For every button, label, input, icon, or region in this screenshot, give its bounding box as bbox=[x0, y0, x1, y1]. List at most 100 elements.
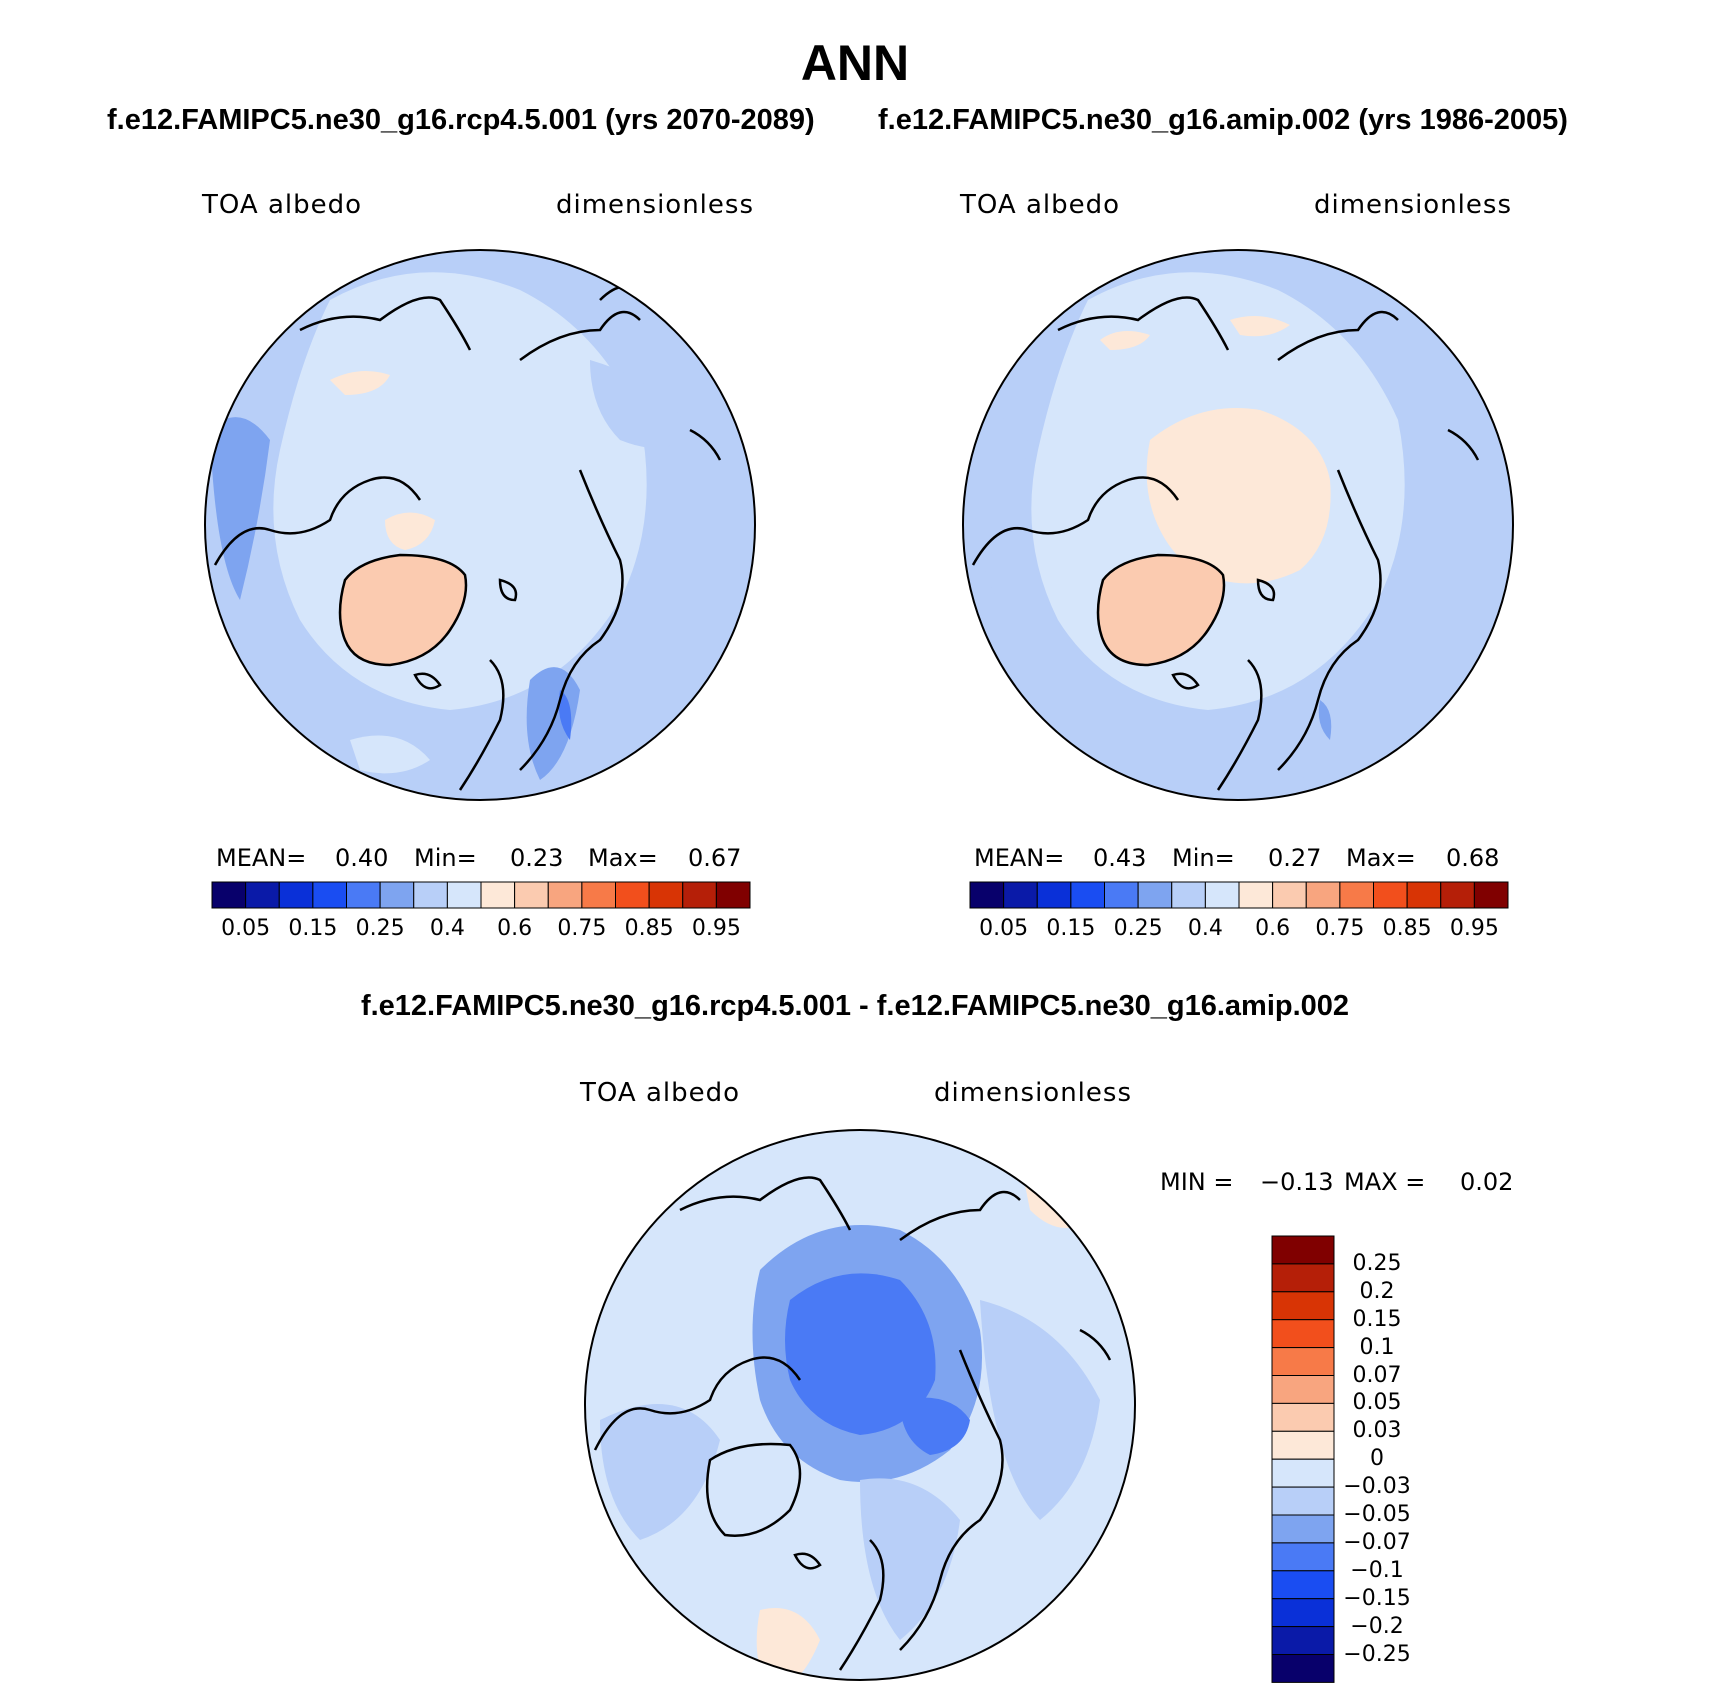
panel-2-colorbar-box bbox=[1440, 881, 1475, 909]
difference-colorbar-tick-label: −0.2 bbox=[1350, 1613, 1404, 1639]
panel-1-colorbar-box bbox=[446, 881, 482, 909]
difference-colorbar-box bbox=[1271, 1375, 1335, 1404]
difference-colorbar-box bbox=[1271, 1235, 1335, 1265]
panel-1-colorbar-box bbox=[413, 881, 448, 909]
panel-2-colorbar-tick-label: 0.95 bbox=[1449, 916, 1499, 941]
difference-colorbar-box bbox=[1271, 1347, 1335, 1376]
panel-2-colorbar-box bbox=[1305, 881, 1341, 909]
difference-colorbar-tick-label: 0.05 bbox=[1352, 1390, 1402, 1416]
panel-1-min-label: Min= bbox=[414, 844, 477, 872]
difference-colorbar-box bbox=[1271, 1570, 1335, 1600]
difference-colorbar-tick-label: 0.25 bbox=[1352, 1250, 1402, 1276]
panel-1-colorbar-box bbox=[346, 881, 381, 909]
panel-1-variable-label: TOA albedo bbox=[202, 190, 363, 220]
difference-units-label: dimensionless bbox=[934, 1078, 1132, 1108]
panel-1-mean-value: 0.40 bbox=[335, 844, 389, 872]
panel-1-colorbar-box bbox=[682, 881, 717, 909]
difference-colorbar-box bbox=[1271, 1263, 1335, 1293]
difference-colorbar-tick-label: −0.07 bbox=[1343, 1529, 1411, 1555]
difference-colorbar-tick-label: 0.03 bbox=[1352, 1418, 1402, 1444]
panel-1-colorbar-box bbox=[615, 881, 650, 909]
difference-colorbar-box bbox=[1271, 1514, 1335, 1544]
difference-colorbar-tick-label: −0.1 bbox=[1350, 1557, 1404, 1583]
panel-2-units-label: dimensionless bbox=[1314, 190, 1512, 220]
panel-2-colorbar-box bbox=[1104, 881, 1139, 909]
panel-1-colorbar-tick-label: 0.6 bbox=[497, 916, 533, 941]
panel-2-variable-label: TOA albedo bbox=[960, 190, 1121, 220]
panel-2-colorbar-box bbox=[1036, 881, 1072, 909]
panel-1-colorbar-box bbox=[715, 881, 751, 909]
panel-1-colorbar-tick-label: 0.05 bbox=[221, 916, 271, 941]
panel-2-min-value: 0.27 bbox=[1268, 844, 1322, 872]
panel-2-colorbar-tick-label: 0.4 bbox=[1187, 916, 1223, 941]
difference-colorbar-box bbox=[1271, 1291, 1335, 1321]
difference-colorbar-box bbox=[1271, 1458, 1335, 1488]
panel-1-colorbar-box bbox=[278, 881, 314, 909]
panel-2-max-label: Max= bbox=[1346, 844, 1416, 872]
panel-1-colorbar bbox=[211, 881, 751, 909]
panel-1-map bbox=[204, 249, 756, 801]
panel-2-colorbar-tick-label: 0.25 bbox=[1113, 916, 1163, 941]
panel-2-colorbar-tick-label: 0.85 bbox=[1382, 916, 1432, 941]
panel-1-colorbar-box bbox=[480, 881, 516, 909]
panel-2-colorbar-box bbox=[1204, 881, 1240, 909]
difference-colorbar-box bbox=[1271, 1402, 1335, 1432]
difference-colorbar-box bbox=[1271, 1486, 1335, 1516]
difference-title: f.e12.FAMIPC5.ne30_g16.rcp4.5.001 - f.e1… bbox=[360, 990, 1350, 1022]
panel-2-colorbar-box bbox=[969, 881, 1005, 909]
difference-variable-label: TOA albedo bbox=[580, 1078, 741, 1108]
difference-colorbar bbox=[1271, 1235, 1335, 1683]
panel-1-colorbar-tick-label: 0.4 bbox=[429, 916, 465, 941]
difference-colorbar-tick-label: 0.1 bbox=[1359, 1334, 1395, 1360]
panel-1-colorbar-tick-label: 0.15 bbox=[288, 916, 338, 941]
panel-2-colorbar-tick-label: 0.75 bbox=[1315, 916, 1365, 941]
panel-2-colorbar-tick-label: 0.15 bbox=[1046, 916, 1096, 941]
panel-2-colorbar-box bbox=[1238, 881, 1274, 909]
panel-2-colorbar-box bbox=[1373, 881, 1408, 909]
difference-colorbar-tick-label: −0.15 bbox=[1343, 1585, 1411, 1611]
panel-1-colorbar-tick-label: 0.95 bbox=[691, 916, 741, 941]
panel-1-units-label: dimensionless bbox=[556, 190, 754, 220]
panel-1-colorbar-box bbox=[312, 881, 347, 909]
difference-colorbar-box bbox=[1271, 1430, 1335, 1460]
difference-colorbar-box bbox=[1271, 1626, 1335, 1655]
difference-max-value: 0.02 bbox=[1460, 1168, 1514, 1196]
panel-1-colorbar-box bbox=[245, 881, 280, 909]
difference-min-label: MIN = bbox=[1160, 1168, 1234, 1196]
panel-1-max-label: Max= bbox=[588, 844, 658, 872]
panel-2-map bbox=[962, 249, 1514, 801]
difference-map bbox=[584, 1129, 1136, 1681]
difference-colorbar-box bbox=[1271, 1542, 1335, 1572]
panel-1-mean-label: MEAN= bbox=[216, 844, 307, 872]
panel-2-colorbar-box bbox=[1272, 881, 1307, 909]
panel-2-mean-label: MEAN= bbox=[974, 844, 1065, 872]
difference-colorbar-box bbox=[1271, 1319, 1335, 1349]
panel-1-case-title: f.e12.FAMIPC5.ne30_g16.rcp4.5.001 (yrs 2… bbox=[107, 104, 815, 136]
panel-1-colorbar-box bbox=[514, 881, 549, 909]
panel-2-colorbar-tick-label: 0.6 bbox=[1255, 916, 1291, 941]
panel-1-colorbar-box bbox=[648, 881, 684, 909]
difference-colorbar-tick-label: −0.03 bbox=[1343, 1474, 1411, 1500]
panel-2-colorbar-box bbox=[1137, 881, 1173, 909]
panel-1-colorbar-box bbox=[211, 881, 247, 909]
difference-colorbar-tick-label: 0.07 bbox=[1352, 1362, 1402, 1388]
panel-1-colorbar-box bbox=[379, 881, 415, 909]
panel-2-mean-value: 0.43 bbox=[1093, 844, 1147, 872]
panel-2-colorbar-box bbox=[1003, 881, 1038, 909]
difference-colorbar-tick-label: 0.2 bbox=[1359, 1278, 1395, 1304]
panel-2-colorbar-box bbox=[1070, 881, 1105, 909]
panel-1-colorbar-tick-label: 0.75 bbox=[557, 916, 607, 941]
panel-2-colorbar-box bbox=[1171, 881, 1206, 909]
panel-2-colorbar-tick-label: 0.05 bbox=[979, 916, 1029, 941]
main-title: ANN bbox=[800, 35, 910, 91]
panel-2-min-label: Min= bbox=[1172, 844, 1235, 872]
panel-1-colorbar-box bbox=[547, 881, 583, 909]
difference-max-label: MAX = bbox=[1344, 1168, 1426, 1196]
panel-2-colorbar-box bbox=[1473, 881, 1509, 909]
panel-2-colorbar-box bbox=[1339, 881, 1374, 909]
difference-colorbar-box bbox=[1271, 1654, 1335, 1683]
difference-colorbar-tick-label: −0.25 bbox=[1343, 1641, 1411, 1667]
panel-1-colorbar-box bbox=[581, 881, 616, 909]
panel-1-max-value: 0.67 bbox=[688, 844, 742, 872]
